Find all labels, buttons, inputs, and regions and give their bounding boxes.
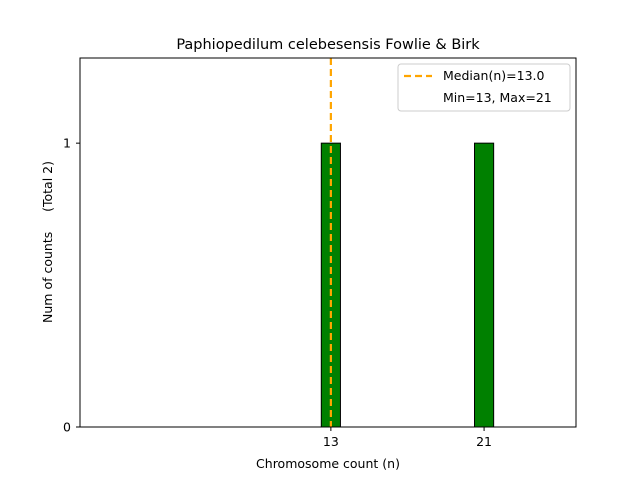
y-tick-label: 0	[63, 420, 71, 435]
legend: Median(n)=13.0 Min=13, Max=21	[397, 63, 571, 112]
x-ticks: 13 21	[323, 427, 492, 449]
bars-layer	[80, 142, 552, 428]
x-tick-label: 13	[323, 434, 339, 449]
y-ticks: 01	[63, 136, 80, 435]
legend-range-label: Min=13, Max=21	[443, 90, 552, 105]
legend-median-label: Median(n)=13.0	[443, 68, 544, 83]
bar-21	[474, 142, 495, 428]
legend-box	[397, 63, 571, 112]
y-axis-label: Num of counts (Total 2)	[40, 161, 55, 323]
x-axis-label: Chromosome count (n)	[256, 456, 400, 471]
y-tick-label: 1	[63, 136, 71, 151]
chart-title: Paphiopedilum celebesensis Fowlie & Birk	[176, 37, 480, 53]
plot-frame	[79, 57, 577, 428]
x-tick-label: 21	[476, 434, 492, 449]
